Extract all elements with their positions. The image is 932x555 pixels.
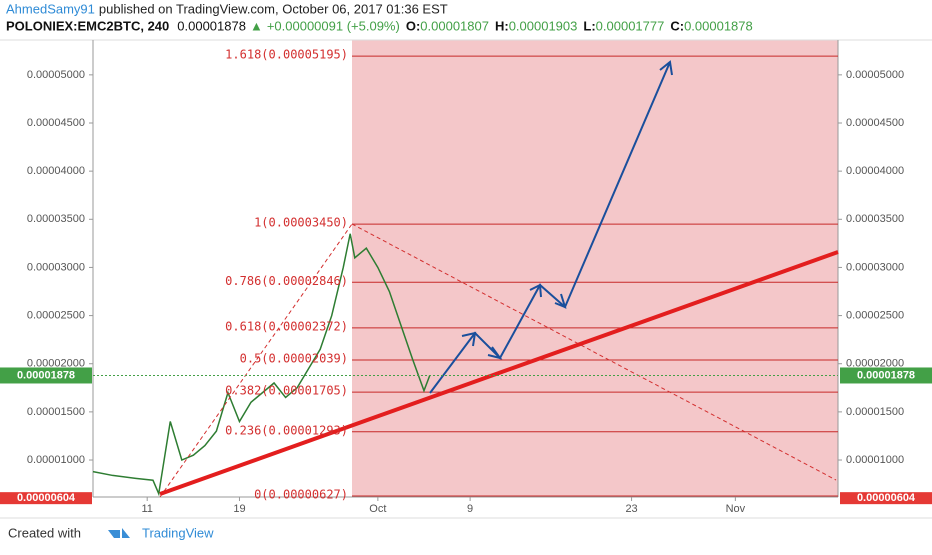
fib-label: 0.786(0.00002846) — [225, 274, 348, 288]
x-tick-label: Nov — [726, 503, 746, 515]
fib-label: 0.618(0.00002372) — [225, 319, 348, 333]
fib-zone — [352, 40, 838, 497]
fib-label: 0.5(0.00002039) — [240, 351, 348, 365]
header-text: +0.00000091 (+5.09%) — [267, 18, 400, 33]
y2-tick-label: 0.00004500 — [846, 117, 904, 129]
logo — [108, 528, 130, 538]
y-tick-label: 0.00003000 — [27, 261, 85, 273]
header-text: ▲ — [250, 18, 263, 33]
arrowhead — [461, 331, 477, 347]
fib-label: 1.618(0.00005195) — [225, 48, 348, 62]
y-tick-label: 0.00004500 — [27, 117, 85, 129]
header-text: 0.00001777 — [596, 18, 665, 33]
header-text: L: — [583, 18, 595, 33]
header-text: POLONIEX:EMC2BTC, 240 — [6, 18, 169, 33]
last-price-box — [0, 367, 92, 384]
header-text: 0.00001878 — [684, 18, 753, 33]
fib-label: 0(0.00000627) — [254, 487, 348, 501]
header-text: 0.00001878 — [177, 18, 246, 33]
footer-text: Created with — [8, 525, 81, 540]
fib-dashed-line — [351, 223, 837, 481]
last-price-box — [840, 367, 932, 384]
price-line — [92, 233, 431, 497]
arrowhead — [554, 293, 567, 309]
footer-brand: TradingView — [142, 525, 214, 540]
y-tick-label: 0.00002000 — [27, 358, 85, 370]
y-tick-label: 0.00002500 — [27, 309, 85, 321]
header-text: H: — [495, 18, 509, 33]
arrowhead — [659, 60, 673, 76]
x-tick-label: Oct — [369, 503, 386, 515]
header-text: AhmedSamy91 — [6, 1, 95, 16]
y-tick-label: 0.00003500 — [27, 213, 85, 225]
y-tick-label: 0.00004000 — [27, 165, 85, 177]
y-tick-label: 0.00005000 — [27, 69, 85, 81]
y2-tick-label: 0.00002000 — [846, 358, 904, 370]
arrowhead — [529, 283, 542, 298]
y2-tick-label: 0.00004000 — [846, 165, 904, 177]
fib-label: 0.382(0.00001705) — [225, 384, 348, 398]
x-tick-label: 23 — [625, 503, 637, 515]
y-tick-label: 0.00001000 — [27, 454, 85, 466]
y-tick-label: 0.00001500 — [27, 406, 85, 418]
low-price-label: 0.00000604 — [857, 492, 916, 504]
projection-arrows — [429, 61, 671, 394]
low-price-box — [840, 492, 932, 505]
fib-label: 1(0.00003450) — [254, 216, 348, 230]
y2-tick-label: 0.00003500 — [846, 213, 904, 225]
fib-label: 0.236(0.00001293) — [225, 423, 348, 437]
x-tick-label: 9 — [467, 503, 473, 515]
last-price-label: 0.00001878 — [857, 369, 915, 381]
header-text: 0.00001807 — [420, 18, 489, 33]
header-text: published on TradingView.com, October 06… — [99, 1, 448, 16]
arrowhead — [487, 346, 503, 360]
y2-tick-label: 0.00001000 — [846, 454, 904, 466]
last-price-label: 0.00001878 — [17, 369, 75, 381]
header-text: 0.00001903 — [509, 18, 578, 33]
x-tick-label: 11 — [141, 503, 152, 515]
y2-tick-label: 0.00002500 — [846, 309, 904, 321]
low-price-label: 0.00000604 — [17, 492, 76, 504]
y2-tick-label: 0.00005000 — [846, 69, 904, 81]
header-text: O: — [406, 18, 420, 33]
y2-tick-label: 0.00001500 — [846, 406, 904, 418]
y2-tick-label: 0.00003000 — [846, 261, 904, 273]
trendline — [159, 250, 839, 496]
x-tick-label: 19 — [233, 503, 245, 515]
low-price-box — [0, 492, 92, 505]
header-text: C: — [670, 18, 684, 33]
